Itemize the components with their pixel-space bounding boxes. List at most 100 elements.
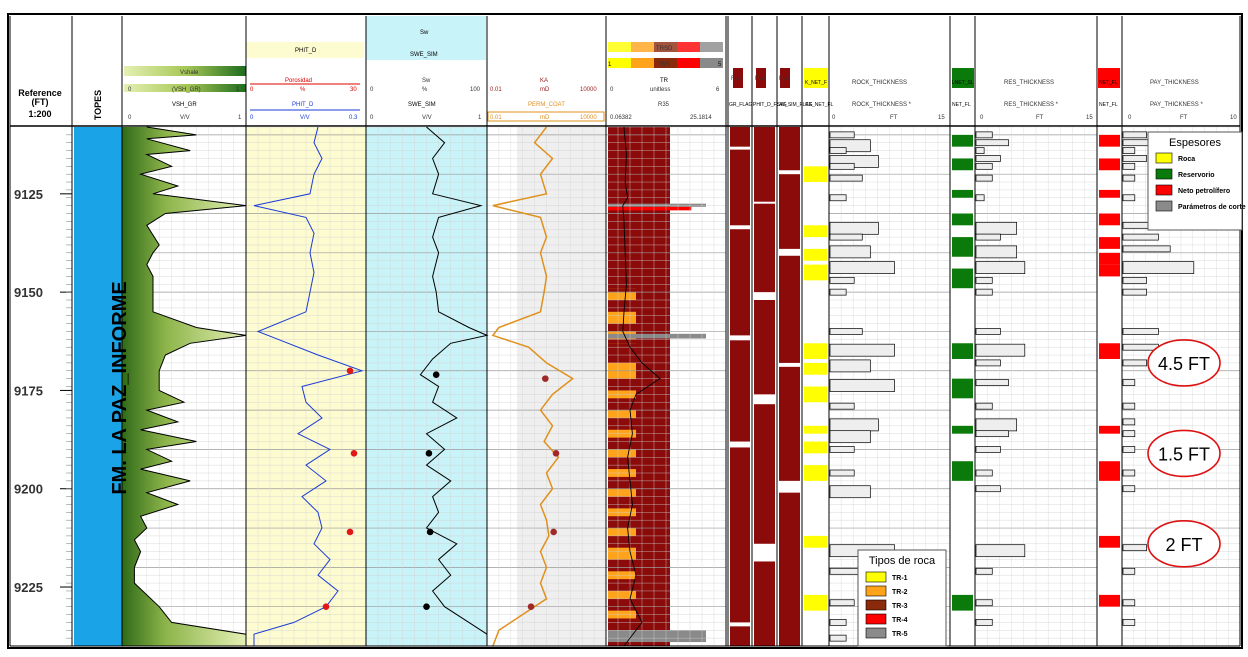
perm-curve-line	[491, 126, 575, 647]
rock-flag-interval	[804, 248, 827, 261]
ka-core-point	[542, 375, 549, 382]
pay-thickness-bar	[1122, 174, 1136, 182]
porosidad-core-point	[350, 450, 358, 457]
res-thickness-bar	[975, 221, 1018, 235]
ka-max: 10000	[580, 87, 597, 93]
sw-core-point	[426, 528, 434, 536]
rock-thickness-bar	[829, 245, 871, 259]
tr-dark-interval	[608, 288, 636, 293]
pay-thickness-bar	[1122, 288, 1147, 296]
tr-legend-min: 1	[608, 62, 612, 68]
tr-dark-interval	[608, 496, 636, 509]
rock-flag-interval	[804, 225, 827, 238]
rock-thickness-bar	[829, 233, 863, 241]
depth-tick-label: 9200	[14, 482, 43, 497]
flag3-top: FLA	[779, 76, 790, 82]
sw-max: 1	[478, 115, 482, 121]
tr-legend-mid: TRS	[658, 62, 670, 68]
tr-min: 0.06382	[610, 115, 632, 121]
rock-thickness-bar	[829, 379, 895, 392]
pay-flag-top: NET_FL	[1099, 80, 1118, 86]
tr-dark-interval	[608, 417, 636, 430]
res-curve: RES_THICKNESS *	[1004, 102, 1059, 108]
pay-thickness-bar	[1122, 418, 1136, 426]
rock-flag-interval	[804, 343, 827, 359]
perm-min: 0.01	[490, 115, 502, 121]
rock-flag-interval	[804, 465, 827, 481]
rock-flag-header-color	[804, 68, 828, 88]
flag3-curve: SW_SIM_FLAG	[777, 102, 813, 108]
rock-thickness-bar	[829, 402, 855, 410]
tr-dark-interval	[608, 535, 636, 548]
porosidad-max: 30	[350, 87, 357, 93]
tipos-swatch	[865, 627, 887, 639]
espesores-item-label: Neto petrolífero	[1178, 188, 1230, 195]
res-flag-interval	[952, 213, 973, 226]
annotation-ellipse	[1147, 429, 1221, 478]
flag-gap	[754, 394, 775, 405]
rock-thickness-bar	[829, 131, 855, 139]
tr-unit2: unitless	[650, 87, 670, 93]
res-flag-interval	[952, 237, 973, 257]
depth-tick-label: 9225	[14, 580, 43, 595]
depth-tick-label: 9150	[14, 285, 43, 300]
tipos-roca-legend: Tipos de roca TR-1 TR-2 TR-3 TR-4 TR-5	[857, 549, 947, 647]
flag-gap	[754, 543, 775, 562]
res-thickness-bar	[975, 245, 1018, 259]
rock-thickness-bar	[829, 288, 847, 296]
espesores-swatch	[1155, 152, 1173, 164]
tr-dark-interval	[608, 437, 636, 450]
tr-colorbar-segment	[677, 58, 700, 68]
res-flag-interval	[952, 268, 973, 289]
espesores-legend: Espesores Roca Reservorio Neto petrolífero…	[1147, 131, 1246, 231]
res-thickness-bar	[975, 599, 993, 607]
perm-curve: PERM_COAT	[528, 102, 565, 108]
flag-track-fill	[730, 127, 750, 646]
tr-overlay-bar	[608, 203, 706, 207]
tr-overlay-bar	[608, 206, 692, 211]
res-flag-interval	[952, 425, 973, 434]
phit-unit: V/V	[300, 115, 310, 121]
vshale-top-label: Vshale	[180, 70, 199, 76]
res-thickness-bar	[975, 469, 993, 477]
res-flag-interval	[952, 594, 973, 611]
thickness-annotations: 4.5 FT 1.5 FT 2 FT	[1147, 339, 1221, 568]
res-thickness-bar	[975, 430, 1009, 438]
pay-flag-interval	[1099, 189, 1120, 198]
pay-flag-interval	[1099, 213, 1120, 226]
rock-flag-interval	[804, 362, 827, 375]
rock-flag-interval	[804, 386, 827, 403]
rock-thickness-bar	[829, 194, 847, 202]
tr-colorbar-top-segment	[654, 42, 677, 52]
sw-title-bg	[366, 16, 486, 60]
phit-curve: PHIT_D	[292, 102, 314, 108]
res-thickness-bar	[975, 147, 985, 154]
sw-min2: 0	[370, 87, 374, 93]
rock-flag-interval	[804, 441, 827, 454]
rock-min: 0	[832, 115, 836, 121]
flag-gap	[730, 146, 750, 150]
tr-dark-interval	[608, 476, 636, 489]
rock-thickness-bar	[829, 418, 879, 432]
rock-flag-interval	[804, 425, 827, 434]
pay-unit: FT	[1180, 115, 1188, 121]
pay-flag-interval	[1099, 264, 1120, 277]
pay-flag-interval	[1099, 594, 1120, 607]
res-thickness-bar	[975, 174, 993, 182]
rock-thickness-bar	[829, 469, 855, 477]
pay-thickness-bar	[1122, 359, 1147, 367]
vshale-curve1: (VSH_GR)	[172, 87, 201, 93]
tr-dark-interval	[608, 516, 636, 529]
res-thickness-bar	[975, 359, 1001, 367]
vshale-max-top: 1	[236, 87, 240, 93]
pay-flag-header-color	[1098, 68, 1120, 88]
pay-thickness-bar	[1122, 155, 1147, 162]
formation-band	[74, 127, 124, 646]
reference-unit: (FT)	[32, 97, 49, 107]
flag2-curve: PHIT_D_FLAG	[753, 102, 787, 108]
log-header: Reference (FT) 1:200 TOPES Vshale 0 (VSH…	[10, 16, 1240, 127]
log-curves	[122, 126, 661, 647]
r35-curve-line	[622, 126, 661, 647]
